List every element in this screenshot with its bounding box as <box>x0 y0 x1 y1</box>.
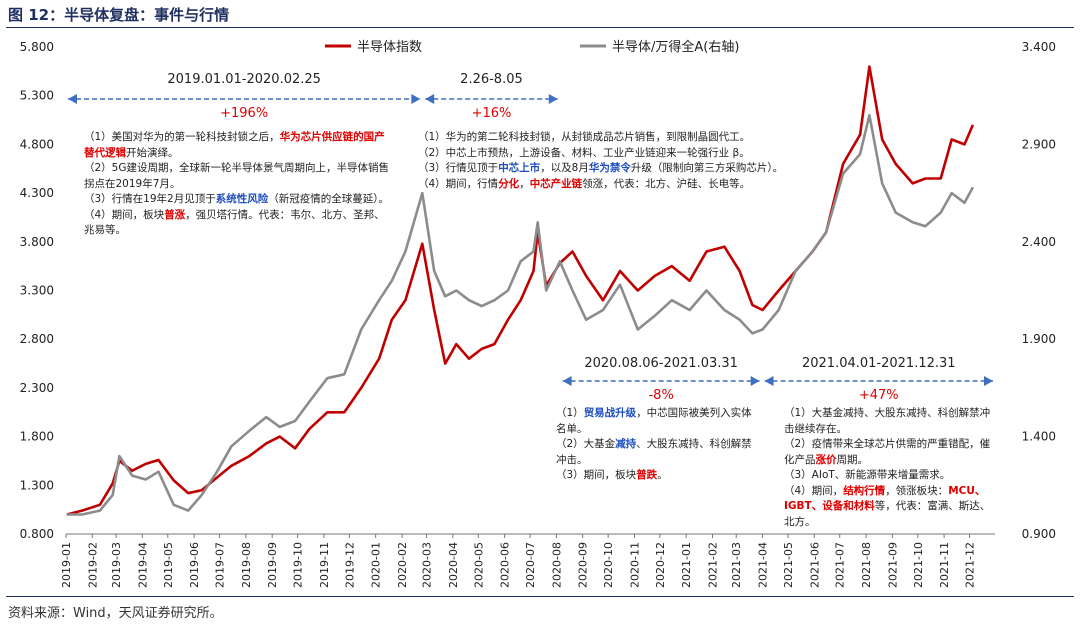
x-tick-label: 2019-12 <box>343 542 356 588</box>
x-tick-label: 2021-01 <box>680 542 693 588</box>
period-change: +196% <box>220 106 268 121</box>
y-tick-label-left: 3.300 <box>20 284 54 298</box>
y-tick-label-left: 4.800 <box>20 137 54 151</box>
x-tick-label: 2021-09 <box>886 542 899 588</box>
x-tick-label: 2020-08 <box>550 542 563 588</box>
period-change: +16% <box>472 106 512 121</box>
x-tick-label: 2019-09 <box>266 542 279 588</box>
y-tick-label-right: 0.900 <box>1022 527 1056 541</box>
x-tick-label: 2019-08 <box>240 542 253 588</box>
y-tick-label-right: 1.400 <box>1022 430 1056 444</box>
note-period-2: （1）华为的第二轮科技封锁，从封锁成品芯片销售，到限制晶圆代工。 （2）中芯上市… <box>418 131 784 190</box>
x-tick-label: 2021-03 <box>730 542 743 588</box>
x-tick-label: 2021-02 <box>706 542 719 588</box>
y-tick-label-left: 5.300 <box>20 89 54 103</box>
x-tick-label: 2020-11 <box>628 542 641 588</box>
arrow-head-right <box>548 94 558 104</box>
note-period-1: （1）美国对华为的第一轮科技封锁之后，华为芯片供应链的国产替代逻辑开始演绎。 （… <box>84 131 389 236</box>
x-tick-label: 2020-12 <box>654 542 667 588</box>
y-tick-label-left: 4.300 <box>20 186 54 200</box>
series-line <box>66 113 975 516</box>
figure-title: 图 12：半导体复盘：事件与行情 <box>8 6 230 24</box>
y-tick-label-left: 0.800 <box>20 527 54 541</box>
y-tick-label-left: 2.800 <box>20 332 54 346</box>
y-tick-label-left: 1.800 <box>20 430 54 444</box>
period-change: -8% <box>648 388 673 403</box>
arrow-head-right <box>750 376 760 386</box>
x-tick-label: 2021-08 <box>860 542 873 588</box>
x-tick-label: 2021-06 <box>808 542 821 588</box>
x-tick-label: 2021-12 <box>964 542 977 588</box>
y-tick-label-right: 3.400 <box>1022 40 1056 54</box>
period-label: 2020.08.06-2021.03.31 <box>584 356 738 371</box>
source-note: 资料来源：Wind，天风证券研究所。 <box>8 606 223 621</box>
x-tick-label: 2020-10 <box>602 542 615 588</box>
x-tick-label: 2021-11 <box>938 542 951 588</box>
arrow-head-left <box>562 376 572 386</box>
x-tick-label: 2020-02 <box>396 542 409 588</box>
y-tick-label-right: 1.900 <box>1022 332 1056 346</box>
legend-label: 半导体/万得全A(右轴) <box>612 39 739 55</box>
y-tick-label-left: 1.300 <box>20 478 54 492</box>
x-tick-label: 2019-03 <box>110 542 123 588</box>
x-tick-label: 2020-04 <box>447 542 460 588</box>
x-tick-label: 2019-05 <box>162 542 175 588</box>
period-label: 2021.04.01-2021.12.31 <box>802 356 956 371</box>
note-period-3: （1）贸易战升级，中芯国际被美列入实体名单。 （2）大基金减持、大股东减持、科创… <box>556 407 752 481</box>
arrow-head-right <box>984 376 993 386</box>
x-tick-label: 2021-10 <box>912 542 925 588</box>
y-tick-label-right: 2.400 <box>1022 235 1056 249</box>
x-tick-label: 2020-06 <box>499 542 512 588</box>
x-tick-label: 2021-07 <box>834 542 847 588</box>
y-tick-label-left: 3.800 <box>20 235 54 249</box>
x-tick-label: 2020-07 <box>524 542 537 588</box>
bottom-rule <box>6 596 1074 597</box>
x-tick-label: 2019-10 <box>292 542 305 588</box>
arrow-head-left <box>764 376 774 386</box>
x-tick-label: 2021-05 <box>782 542 795 588</box>
x-tick-label: 2020-05 <box>472 542 485 588</box>
x-tick-label: 2019-11 <box>318 542 331 588</box>
y-tick-label-left: 2.300 <box>20 381 54 395</box>
y-tick-label-right: 2.900 <box>1022 137 1056 151</box>
x-tick-label: 2020-01 <box>370 542 383 588</box>
arrow-head-right <box>411 94 421 104</box>
y-tick-label-left: 5.800 <box>20 40 54 54</box>
x-tick-label: 2020-03 <box>421 542 434 588</box>
top-rule <box>6 27 1074 28</box>
x-tick-label: 2019-04 <box>136 542 149 588</box>
legend-label: 半导体指数 <box>357 40 422 55</box>
period-label: 2019.01.01-2020.02.25 <box>167 72 321 87</box>
x-tick-label: 2019-07 <box>214 542 227 588</box>
x-tick-label: 2021-04 <box>757 542 770 588</box>
period-change: +47% <box>859 388 899 403</box>
period-label: 2.26-8.05 <box>460 72 523 87</box>
x-tick-label: 2019-02 <box>86 542 99 588</box>
x-tick-label: 2019-06 <box>188 542 201 588</box>
note-period-4: （1）大基金减持、大股东减持、科创解禁冲击继续存在。 （2）疫情带来全球芯片供需… <box>784 407 991 528</box>
arrow-head-left <box>425 94 435 104</box>
x-tick-label: 2019-01 <box>60 542 73 588</box>
x-tick-label: 2020-09 <box>577 542 590 588</box>
arrow-head-left <box>68 94 77 104</box>
